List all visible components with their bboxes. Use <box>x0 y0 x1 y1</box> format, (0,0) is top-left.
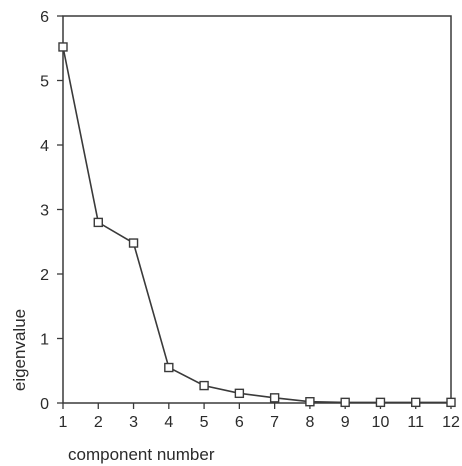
y-axis-ticks: 0 1 2 3 4 5 6 <box>40 9 63 413</box>
x-tick-label: 1 <box>59 414 68 431</box>
data-point-marker <box>269 393 280 403</box>
data-point-marker <box>234 388 245 399</box>
data-point-marker <box>128 238 139 248</box>
data-markers <box>58 42 456 408</box>
y-tick-label: 1 <box>40 332 49 349</box>
data-point-marker <box>93 217 103 228</box>
y-tick-label: 6 <box>40 9 49 26</box>
y-axis-title: eigenvalue <box>10 309 29 391</box>
x-tick-label: 9 <box>341 414 350 431</box>
data-point-marker <box>58 42 68 52</box>
x-tick-label: 4 <box>164 414 173 431</box>
x-tick-label: 3 <box>129 414 138 431</box>
x-tick-label: 11 <box>407 414 424 431</box>
data-point-marker <box>446 397 456 408</box>
x-tick-label: 8 <box>305 414 314 431</box>
y-tick-label: 4 <box>40 138 49 155</box>
x-axis-ticks: 1 2 3 4 5 6 7 8 9 10 11 12 <box>59 403 460 431</box>
x-tick-label: 6 <box>235 414 244 431</box>
y-tick-label: 3 <box>40 203 49 220</box>
plot-frame <box>62 15 452 404</box>
y-tick-label: 5 <box>40 74 49 91</box>
x-tick-label: 2 <box>94 414 103 431</box>
series-line <box>62 46 451 404</box>
x-tick-label: 5 <box>200 414 209 431</box>
y-tick-label: 2 <box>40 267 49 284</box>
data-point-marker <box>305 397 315 407</box>
x-tick-label: 12 <box>442 414 460 431</box>
data-point-marker <box>411 397 421 408</box>
data-point-marker <box>199 380 209 391</box>
x-axis-title: component number <box>68 445 215 464</box>
y-tick-label: 0 <box>40 396 49 413</box>
x-tick-label: 10 <box>372 414 390 431</box>
data-point-marker <box>340 397 350 408</box>
data-point-marker <box>164 362 174 373</box>
x-tick-label: 7 <box>270 414 279 431</box>
data-point-marker <box>375 397 386 408</box>
